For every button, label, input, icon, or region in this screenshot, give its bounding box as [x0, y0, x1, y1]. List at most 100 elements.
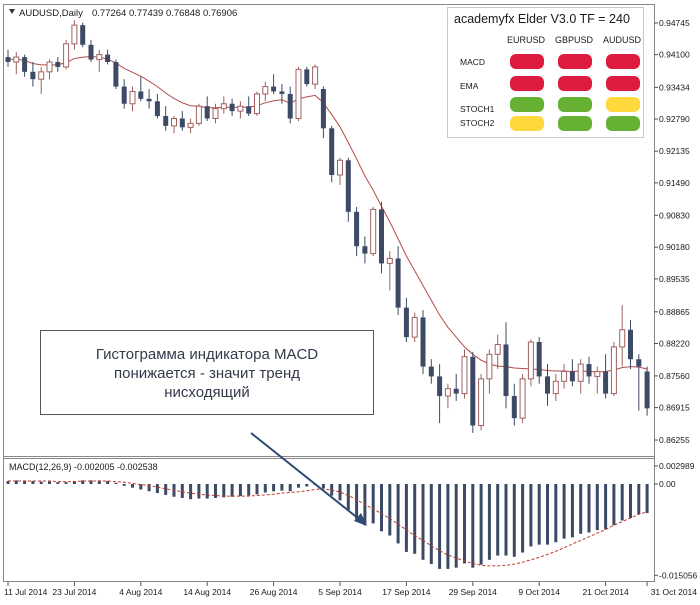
macd-histogram-bar [64, 482, 68, 485]
candle-body [628, 329, 633, 360]
candle-body [279, 91, 285, 94]
signal-stoch2-eurusd [510, 116, 544, 131]
candle-body [329, 128, 335, 175]
arrow-head-icon [354, 513, 367, 526]
macd-histogram-bar [471, 484, 475, 568]
macd-histogram-bar [562, 484, 566, 539]
macd-histogram-bar [114, 482, 118, 485]
candle-body [644, 371, 650, 409]
macd-histogram-bar [438, 484, 442, 569]
macd-signal-line [8, 480, 648, 567]
candle-body [379, 209, 384, 264]
macd-histogram-bar [570, 484, 574, 538]
candle [411, 312, 418, 343]
candle-body [619, 329, 626, 348]
dropdown-triangle-icon[interactable] [9, 9, 15, 14]
candle-body [494, 343, 501, 355]
candle-body [511, 396, 517, 419]
time-tick-label: 11 Jul 2014 [4, 587, 48, 597]
macd-tick-label: 0.00 [659, 479, 676, 489]
row-label-macd: MACD [460, 57, 486, 67]
candle [494, 334, 501, 370]
candle-body [304, 69, 310, 85]
candle [179, 111, 185, 131]
candle-body [403, 307, 409, 338]
signal-ema-audusd [606, 76, 640, 91]
macd-histogram-bar [463, 484, 466, 564]
candle [212, 103, 219, 124]
price-tick-label: 0.91490 [659, 178, 690, 188]
candle [345, 157, 351, 222]
macd-histogram-bar [56, 482, 60, 485]
candle-body [38, 71, 45, 80]
candle [519, 373, 526, 424]
candle-body [13, 56, 20, 63]
macd-histogram-bar [81, 480, 85, 485]
macd-histogram-bar [629, 484, 632, 518]
macd-tick-label: 0.002989 [659, 461, 695, 471]
macd-histogram-bar [89, 480, 93, 485]
candle-body [395, 258, 401, 308]
macd-histogram-bar [413, 484, 417, 554]
macd-histogram-bar [388, 484, 392, 536]
candle-body [370, 208, 377, 255]
symbol-header: AUDUSD,Daily [19, 8, 83, 19]
macd-histogram-bar [546, 484, 549, 545]
candle [428, 359, 434, 384]
macd-histogram-bar [355, 484, 359, 520]
candle [229, 98, 235, 117]
candle-body [237, 105, 244, 112]
price-tick-label: 0.88865 [659, 307, 690, 317]
candle [619, 305, 626, 367]
candle-body [46, 61, 53, 73]
candle [644, 366, 650, 416]
macd-histogram-bar [288, 484, 292, 492]
price-tick-label: 0.86915 [659, 403, 690, 413]
candle-body [461, 356, 468, 395]
candle-body [63, 43, 70, 68]
candle-body [603, 371, 609, 394]
candle-body [163, 116, 169, 126]
candle [80, 22, 86, 48]
candle [220, 96, 227, 114]
candle [395, 246, 401, 315]
macd-histogram-bar [620, 484, 624, 521]
candle-body [420, 317, 426, 367]
candle-body [478, 378, 485, 427]
candle [603, 354, 609, 399]
candle [262, 81, 269, 102]
candle-body [561, 370, 568, 382]
time-tick-label: 5 Sep 2014 [318, 587, 362, 597]
candle-body [113, 62, 119, 87]
price-tick-label: 0.94745 [659, 18, 690, 28]
candle [295, 66, 302, 121]
candle-body [187, 122, 194, 128]
signal-ema-gbpusd [558, 76, 592, 91]
candle-body [22, 57, 28, 72]
time-tick-label: 31 Oct 2014 [651, 587, 698, 597]
macd-histogram-bar [189, 484, 193, 500]
macd-histogram-bar [255, 484, 259, 495]
macd-histogram-bar [371, 484, 375, 524]
candle [146, 89, 152, 109]
macd-histogram-bar [147, 484, 151, 492]
macd-histogram-bar [272, 484, 276, 492]
candle [204, 96, 210, 121]
candle-body [80, 25, 86, 45]
candle-body [354, 211, 360, 247]
macd-histogram-bar [155, 484, 159, 494]
candle [287, 86, 293, 124]
macd-histogram-bar [521, 484, 525, 553]
candle-body [362, 246, 368, 254]
candle [171, 116, 177, 134]
column-header-eurusd: EURUSD [506, 35, 545, 45]
signal-stoch2-gbpusd [558, 116, 592, 131]
macd-histogram-bar [131, 484, 134, 488]
candle-body [470, 356, 476, 426]
signal-macd-eurusd [510, 54, 544, 69]
candle-body [129, 90, 136, 105]
candle-body [154, 101, 160, 117]
candle-body [88, 44, 94, 60]
